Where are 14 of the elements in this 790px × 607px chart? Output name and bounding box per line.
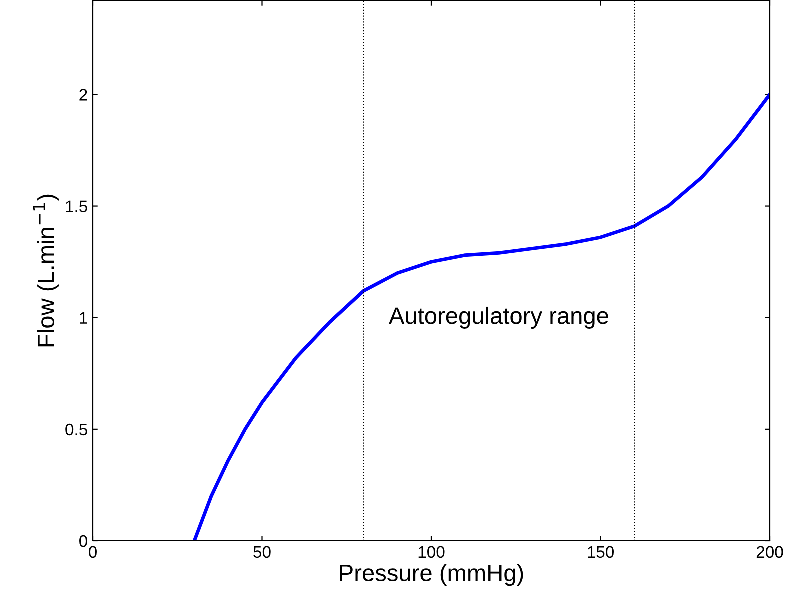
y-tick-label: 0.5 xyxy=(66,424,88,436)
x-tick-label: 50 xyxy=(254,546,271,558)
annotation: Autoregulatory range xyxy=(389,306,608,329)
y-tick-label: 0 xyxy=(80,535,88,548)
x-tick-label: 150 xyxy=(588,546,614,558)
y-axis-title: Flow (L.min$^{−1}$) xyxy=(33,194,60,347)
x-tick-label: 100 xyxy=(418,546,445,558)
x-tick-label: 200 xyxy=(756,546,784,558)
x-axis-title: Pressure (mmHg) xyxy=(340,564,524,586)
x-tick-label: 0 xyxy=(89,546,97,558)
y-tick-label: 2 xyxy=(80,89,88,101)
line-series xyxy=(192,92,770,541)
y-tick-label: 1.5 xyxy=(66,200,88,212)
y-tick-label: 1 xyxy=(80,312,88,324)
